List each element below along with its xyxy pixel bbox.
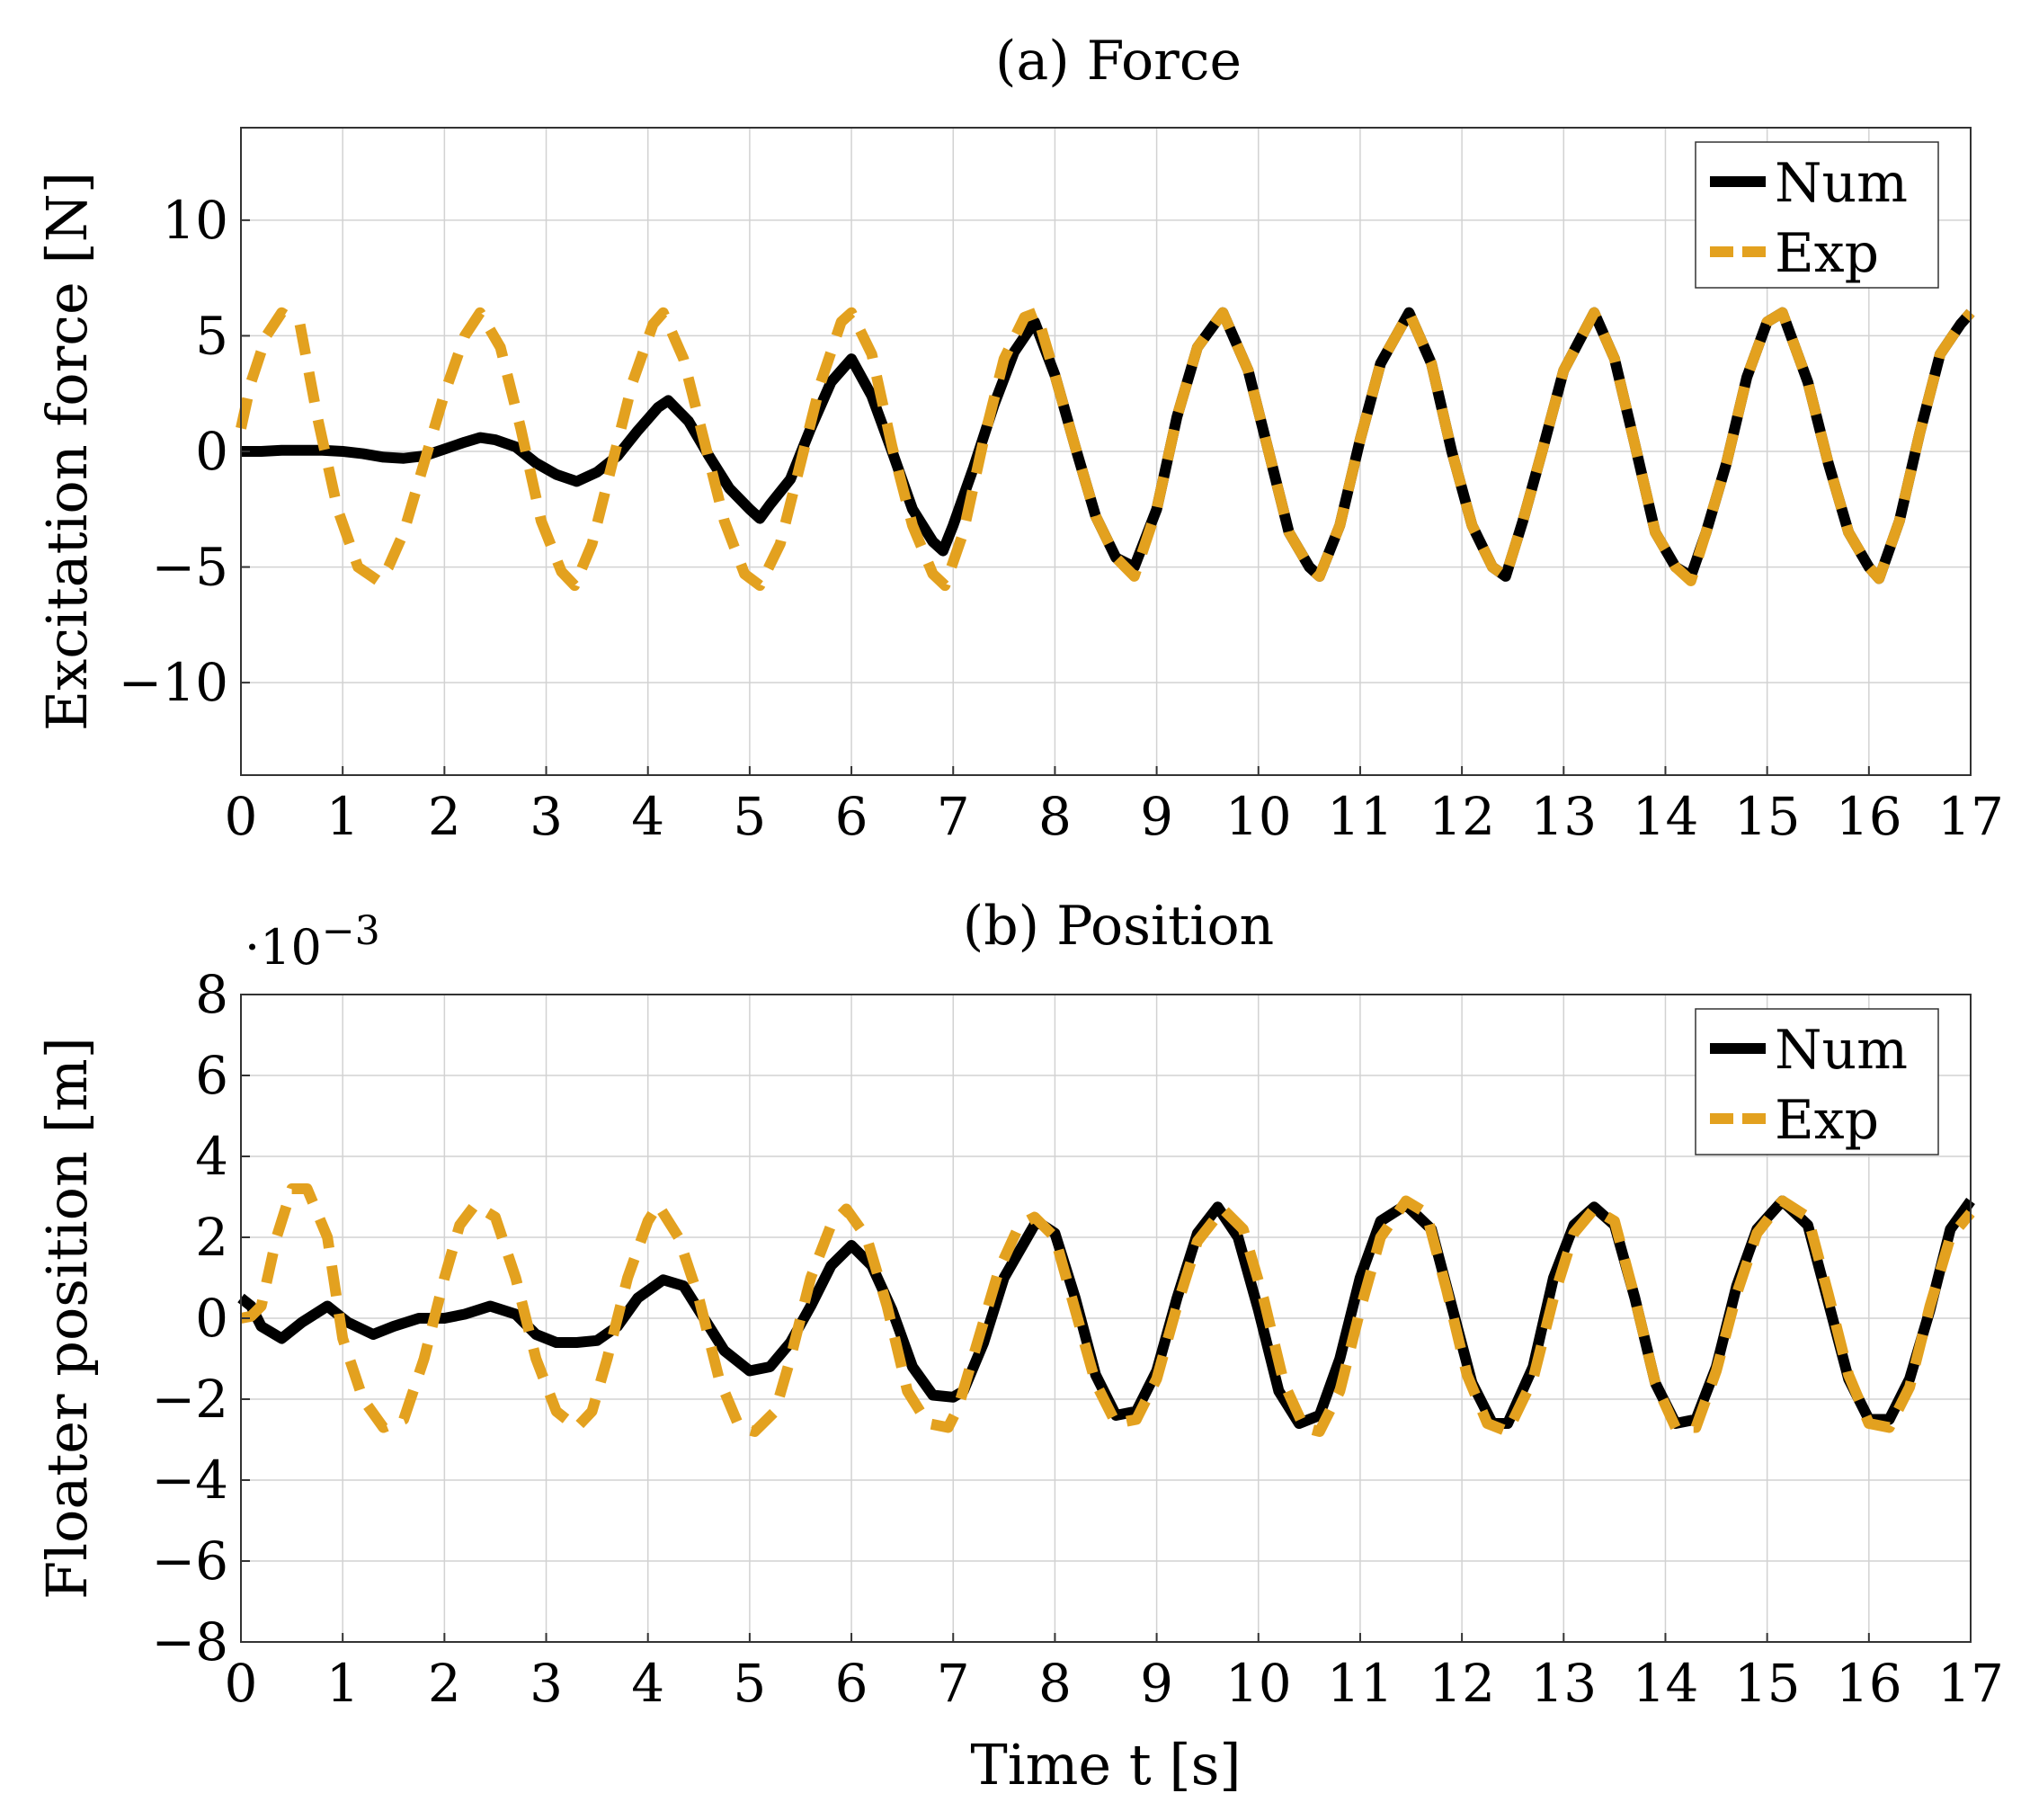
- position-y-exponent: ·10−3: [245, 908, 380, 976]
- position-y-tick-label: −2: [152, 1369, 229, 1430]
- position-chart-title: (b) Position: [963, 895, 1274, 958]
- force-x-tick-label: 16: [1836, 786, 1902, 847]
- position-y-tick-label: −8: [152, 1611, 229, 1673]
- force-series: [236, 307, 1975, 592]
- position-x-tick-label: 16: [1836, 1653, 1902, 1714]
- position-series: [237, 1183, 1975, 1437]
- position-series-exp-line: [239, 1183, 1975, 1437]
- position-y-tick-label: −6: [152, 1530, 229, 1592]
- x-axis-label: Time t [s]: [970, 1732, 1241, 1798]
- position-y-tick-label: 2: [195, 1207, 228, 1268]
- force-x-tick-label: 0: [225, 786, 258, 847]
- position-x-tick-label: 15: [1734, 1653, 1801, 1714]
- position-y-tick-label: 6: [195, 1045, 228, 1106]
- force-x-tick-label: 9: [1140, 786, 1173, 847]
- position-y-tick-label: 8: [195, 964, 228, 1025]
- force-x-tick-label: 13: [1530, 786, 1597, 847]
- position-x-tick-label: 10: [1225, 1653, 1292, 1714]
- force-y-tick-label: −5: [152, 537, 229, 598]
- position-y-tick-label: 0: [195, 1288, 228, 1349]
- position-y-tick-label: −4: [152, 1450, 229, 1511]
- position-y-exponent-power: −3: [322, 908, 380, 954]
- force-y-tick-label: 0: [195, 421, 228, 482]
- position-legend-box: [1695, 1008, 1939, 1155]
- position-y-exponent-base: ·10: [245, 919, 322, 976]
- force-y-tick-label: 10: [162, 190, 228, 251]
- position-x-tick-label: 3: [530, 1653, 563, 1714]
- force-y-axis-label: Excitation force [N]: [34, 172, 100, 731]
- position-x-tick-label: 6: [835, 1653, 868, 1714]
- force-legend-num-label: Num: [1775, 152, 1908, 215]
- position-x-ticks: 0 1 2 3 4 5 6 7 8 9 10 11 12 13 14 15 16 17: [225, 1633, 2004, 1714]
- position-legend-num-label: Num: [1775, 1019, 1908, 1082]
- force-x-tick-label: 2: [428, 786, 461, 847]
- force-x-tick-label: 7: [937, 786, 970, 847]
- position-x-tick-label: 14: [1633, 1653, 1699, 1714]
- position-legend: Num Exp: [1695, 1008, 1939, 1155]
- force-legend-exp-label: Exp: [1775, 222, 1879, 285]
- force-y-tick-label: 5: [195, 305, 228, 366]
- position-panel: (b) Position ·10−3 0 1 2 3 4 5 6 7 8 9 10 11 12 13 14 1…: [34, 895, 2004, 1798]
- force-series-exp-line: [236, 307, 1975, 592]
- position-x-tick-label: 17: [1937, 1653, 2004, 1714]
- position-legend-exp-label: Exp: [1775, 1089, 1879, 1152]
- force-y-tick-label: −10: [119, 652, 228, 713]
- position-x-tick-label: 9: [1140, 1653, 1173, 1714]
- position-y-axis-label: Floater position [m]: [34, 1037, 100, 1600]
- position-y-ticks: −8 −6 −4 −2 0 2 4 6 8: [152, 964, 250, 1673]
- force-x-tick-label: 6: [835, 786, 868, 847]
- force-panel: (a) Force 0 1 2 3 4 5 6 7 8 9 10 11 12 13 14 15 16 17 −10…: [34, 30, 2004, 847]
- force-x-ticks: 0 1 2 3 4 5 6 7 8 9 10 11 12 13 14 15 16 17: [225, 766, 2004, 847]
- force-x-tick-label: 14: [1633, 786, 1699, 847]
- force-legend: Num Exp: [1695, 141, 1939, 289]
- force-x-tick-label: 10: [1225, 786, 1292, 847]
- position-x-tick-label: 1: [326, 1653, 360, 1714]
- force-x-tick-label: 17: [1937, 786, 2004, 847]
- position-x-tick-label: 8: [1038, 1653, 1072, 1714]
- position-x-tick-label: 4: [631, 1653, 664, 1714]
- force-x-tick-label: 11: [1327, 786, 1393, 847]
- position-y-tick-label: 4: [195, 1126, 228, 1187]
- position-x-tick-label: 2: [428, 1653, 461, 1714]
- position-x-tick-label: 12: [1429, 1653, 1495, 1714]
- position-x-tick-label: 11: [1327, 1653, 1393, 1714]
- force-x-tick-label: 4: [631, 786, 664, 847]
- force-x-tick-label: 3: [530, 786, 563, 847]
- force-x-tick-label: 8: [1038, 786, 1072, 847]
- position-x-tick-label: 7: [937, 1653, 970, 1714]
- force-x-tick-label: 5: [733, 786, 766, 847]
- force-x-tick-label: 15: [1734, 786, 1801, 847]
- force-x-tick-label: 1: [326, 786, 360, 847]
- force-x-tick-label: 12: [1429, 786, 1495, 847]
- force-chart-title: (a) Force: [995, 30, 1242, 93]
- position-x-tick-label: 5: [733, 1653, 766, 1714]
- position-x-tick-label: 13: [1530, 1653, 1597, 1714]
- force-legend-box: [1695, 141, 1939, 289]
- position-x-tick-label: 0: [225, 1653, 258, 1714]
- force-y-ticks: −10 −5 0 5 10: [119, 190, 250, 713]
